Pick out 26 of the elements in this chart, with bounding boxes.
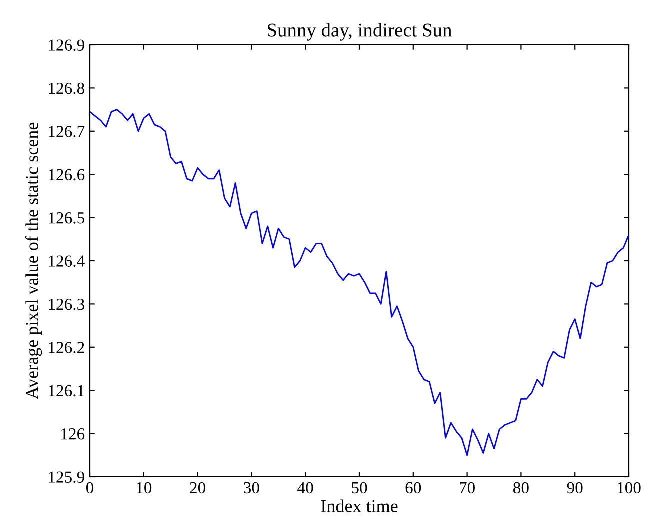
x-axis-title: Index time: [321, 500, 398, 512]
y-tick-label: 126.1: [49, 385, 84, 397]
y-axis-title: Average pixel value of the static scene: [25, 122, 42, 400]
x-tick-label: 30: [244, 482, 260, 494]
y-tick-label: 126.4: [49, 256, 85, 268]
x-tick-label: 50: [352, 482, 368, 494]
x-tick-label: 20: [190, 482, 206, 494]
x-tick-label: 60: [406, 482, 422, 494]
y-tick-label: 126.9: [49, 40, 84, 52]
y-tick-label: 125.9: [49, 472, 84, 484]
y-tick-label: 126.5: [49, 212, 84, 224]
y-tick-label: 126.6: [49, 169, 85, 181]
y-tick-label: 126.8: [49, 82, 85, 94]
x-tick-label: 80: [514, 482, 529, 494]
x-tick-label: 40: [298, 482, 314, 494]
y-tick-label: 126.7: [49, 126, 85, 138]
x-tick-label: 10: [137, 482, 152, 494]
x-tick-label: 0: [86, 482, 94, 494]
line-series: [90, 109, 629, 456]
y-tick-label: 126.2: [49, 342, 84, 354]
x-tick-label: 100: [618, 482, 641, 494]
chart-title: Sunny day, indirect Sun: [268, 23, 452, 41]
y-tick-label: 126: [62, 428, 85, 440]
x-tick-label: 90: [567, 482, 583, 494]
y-tick-label: 126.3: [49, 298, 84, 310]
x-tick-label: 70: [460, 482, 475, 494]
